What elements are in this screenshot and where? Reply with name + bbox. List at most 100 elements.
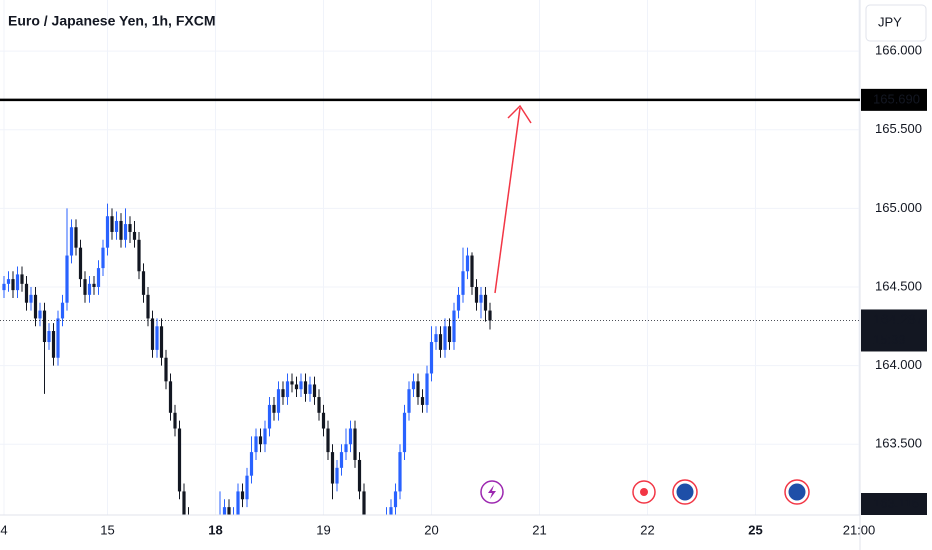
x-tick-label: 22 <box>640 522 654 537</box>
candle-body <box>78 247 83 280</box>
candle-body <box>276 389 281 413</box>
candle-body <box>294 384 299 390</box>
candle-body <box>38 310 42 319</box>
annotation-arrow <box>494 107 521 294</box>
candle-body <box>222 507 227 515</box>
candle-body <box>236 491 240 515</box>
candle-body <box>339 452 344 468</box>
candle-body <box>281 389 285 398</box>
last-price-box <box>861 309 927 352</box>
chart-title: Euro / Japanese Yen, 1h, FXCM <box>8 13 215 29</box>
level-label: 165.690 <box>873 91 920 106</box>
candle-body <box>411 381 416 390</box>
currency-label[interactable]: JPY <box>878 14 902 29</box>
candle-body <box>74 227 78 248</box>
candle-body <box>155 326 159 350</box>
candle-body <box>123 224 128 240</box>
candle-body <box>177 428 182 492</box>
candle-body <box>87 283 92 295</box>
candle-body <box>425 373 429 405</box>
event-icon-globe <box>676 483 694 501</box>
candle-body <box>456 294 461 311</box>
countdown-label: 15:33 <box>873 332 906 347</box>
candle-body <box>150 318 155 350</box>
event-icon-dot <box>640 488 648 496</box>
y-tick-label: 165.000 <box>875 200 922 215</box>
x-tick-label: 19 <box>316 522 330 537</box>
candle-body <box>119 220 123 240</box>
candle-body <box>240 491 245 500</box>
candle-body <box>132 231 137 240</box>
candle-body <box>416 381 420 398</box>
candle-body <box>398 452 402 492</box>
candle-body <box>60 302 65 319</box>
candle-body <box>29 294 33 303</box>
candle-body <box>407 389 411 413</box>
y-tick-label: 164.500 <box>875 278 922 293</box>
candle-body <box>137 239 141 272</box>
x-tick-label: 18 <box>208 522 222 537</box>
candle-body <box>141 271 146 295</box>
candle-body <box>447 326 452 343</box>
candle-body <box>2 283 6 291</box>
candle-body <box>299 381 303 390</box>
candle-body <box>312 384 317 398</box>
candle-body <box>65 255 69 303</box>
candle-body <box>101 247 105 269</box>
candle-body <box>434 334 438 343</box>
candle-body <box>272 404 276 413</box>
candle-body <box>443 326 447 350</box>
candle-body <box>182 491 186 515</box>
candle-body <box>164 357 168 382</box>
candle-body <box>353 428 357 460</box>
candle-body <box>128 224 132 232</box>
y-tick-label: 166.000 <box>875 43 922 58</box>
candle-body <box>429 342 434 374</box>
candle-body <box>321 412 326 429</box>
currency-button[interactable] <box>865 4 927 42</box>
y-tick-label: 165.500 <box>875 121 922 136</box>
candle-body <box>83 279 87 295</box>
y-tick-label: 163.500 <box>875 436 922 451</box>
annotation-arrow-head <box>507 104 532 124</box>
x-tick-label: 21 <box>532 522 546 537</box>
event-icon-bolt <box>488 485 496 499</box>
candle-body <box>420 397 425 405</box>
candle-body <box>114 220 119 232</box>
candle-body <box>168 381 173 413</box>
candle-body <box>110 216 114 232</box>
x-tick-label: 4 <box>0 522 7 537</box>
candle-body <box>24 283 29 303</box>
candle-body <box>96 268 101 287</box>
candle-body <box>33 294 38 319</box>
candle-body <box>51 331 56 358</box>
candle-body <box>357 459 362 492</box>
candle-body <box>479 294 483 303</box>
x-tick-label: 25 <box>748 522 762 537</box>
candle-body <box>263 428 267 445</box>
candle-body <box>15 274 20 291</box>
candle-body <box>227 507 231 515</box>
candle-body <box>389 507 393 515</box>
y-tick-label: 164.000 <box>875 357 922 372</box>
candle-body <box>438 334 443 350</box>
candle-body <box>317 397 321 413</box>
event-icon-globe <box>788 483 806 501</box>
candle-body <box>258 436 263 445</box>
candle-body <box>465 255 470 272</box>
candle-body <box>56 318 60 358</box>
candle-body <box>173 412 177 429</box>
candle-body <box>285 381 290 398</box>
candle-body <box>303 381 308 394</box>
candle-body <box>308 384 312 394</box>
candle-body <box>362 491 366 515</box>
candle-body <box>6 279 11 284</box>
last-price-label: 164.287 <box>873 311 924 327</box>
candle-body <box>11 279 15 291</box>
candle-body <box>254 436 258 453</box>
x-tick-label: 20 <box>424 522 438 537</box>
candle-body <box>326 428 330 453</box>
candle-body <box>20 274 24 284</box>
candle-body <box>461 271 465 295</box>
